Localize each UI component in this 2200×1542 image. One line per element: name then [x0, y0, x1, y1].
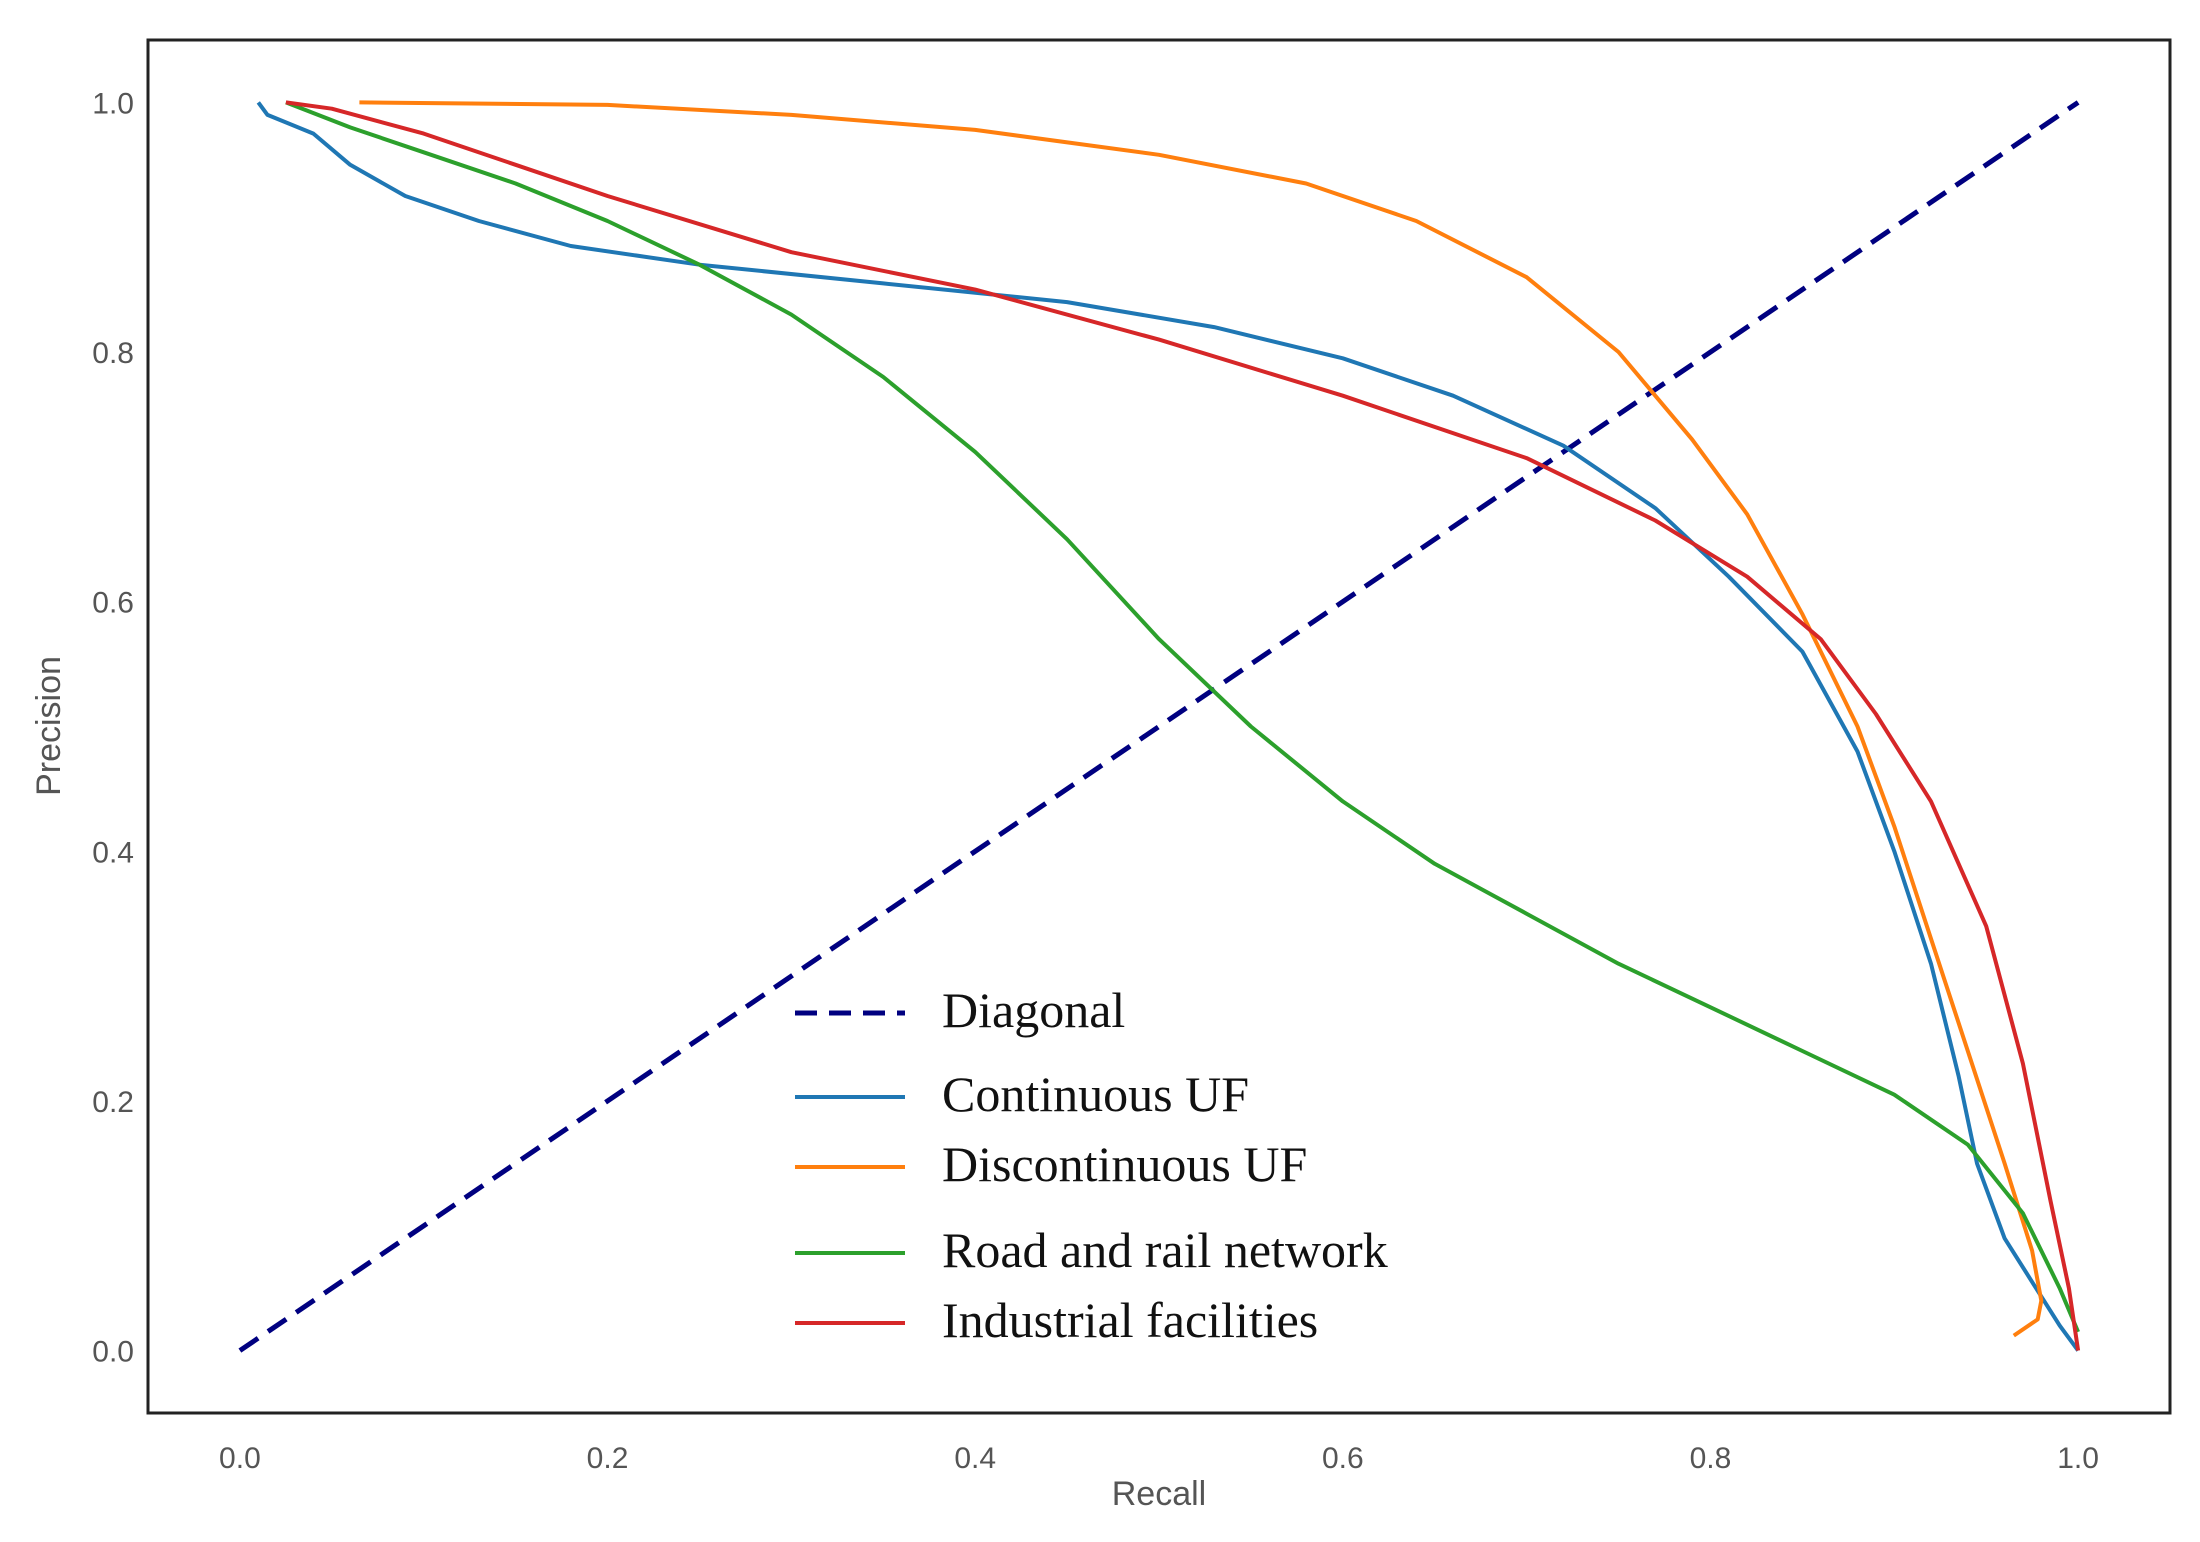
x-tick-label: 0.2: [587, 1442, 629, 1475]
x-tick-label: 1.0: [2057, 1442, 2099, 1475]
legend-label-continuous-uf: Continuous UF: [942, 1066, 1249, 1122]
series-line-discontinuous-uf: [359, 100, 2044, 1338]
y-tick-labels: 0.0 0.2 0.4 0.6 0.8 1.0: [92, 87, 134, 1368]
x-tick-label: 0.4: [954, 1442, 996, 1475]
legend-label-discontinuous-uf: Discontinuous UF: [942, 1136, 1307, 1192]
series-line-road-and-rail-network: [285, 100, 2080, 1333]
series-line-industrial-facilities: [285, 100, 2081, 1351]
legend-label-industrial-facilities: Industrial facilities: [942, 1292, 1318, 1348]
y-tick-label: 0.2: [92, 1086, 134, 1119]
series-line-diagonal: [238, 100, 2080, 1353]
series-layer: [238, 100, 2081, 1353]
y-tick-label: 1.0: [92, 87, 134, 120]
plot-frame: [146, 38, 2172, 1415]
x-tick-labels: 0.0 0.2 0.4 0.6 0.8 1.0: [219, 1442, 2099, 1475]
legend-label-road-and-rail-network: Road and rail network: [942, 1222, 1388, 1278]
y-tick-label: 0.0: [92, 1336, 134, 1369]
x-tick-label: 0.0: [219, 1442, 261, 1475]
y-tick-label: 0.4: [92, 836, 134, 869]
y-tick-label: 0.8: [92, 337, 134, 370]
x-tick-label: 0.8: [1690, 1442, 1732, 1475]
series-line-continuous-uf: [256, 101, 2080, 1352]
y-tick-label: 0.6: [92, 587, 134, 620]
legend-label-diagonal: Diagonal: [942, 982, 1125, 1038]
y-axis-label: Precision: [30, 656, 68, 796]
x-axis-label: Recall: [1112, 1475, 1206, 1513]
x-tick-label: 0.6: [1322, 1442, 1364, 1475]
legend: Diagonal Continuous UF Discontinuous UF Roa…: [795, 982, 1388, 1348]
